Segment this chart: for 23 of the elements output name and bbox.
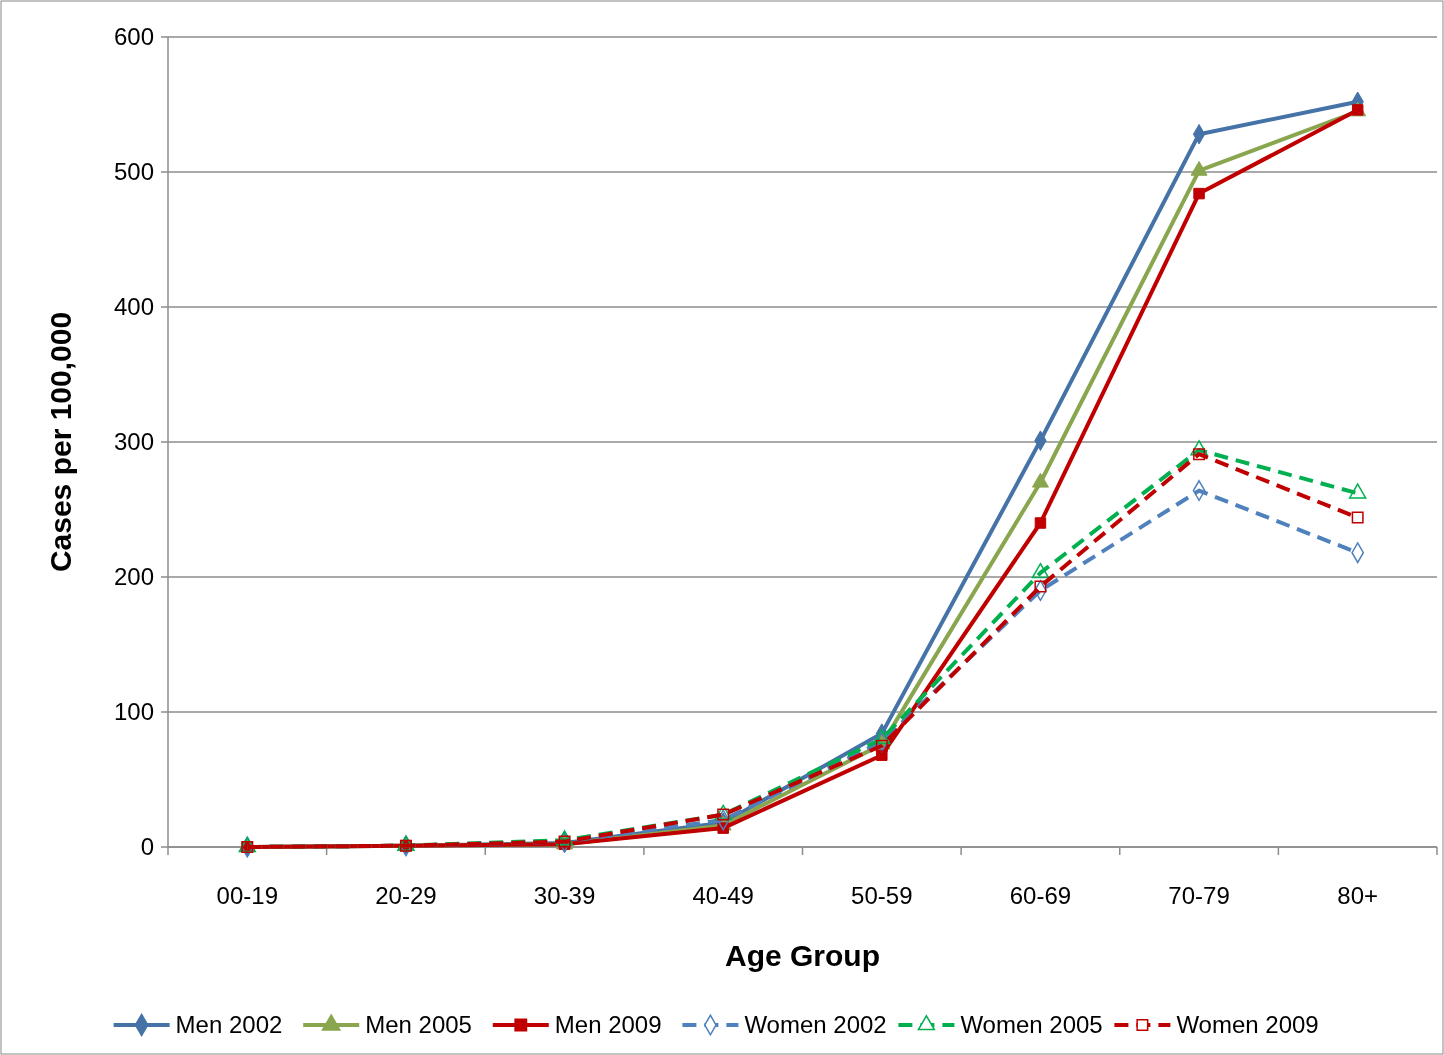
x-tick-label: 20-29 <box>375 882 437 910</box>
legend-label: Men 2005 <box>365 1011 472 1039</box>
y-tick-label: 600 <box>113 23 154 51</box>
x-tick-label: 70-79 <box>1168 882 1230 910</box>
x-tick-label: 30-39 <box>533 882 596 910</box>
legend-label: Women 2009 <box>1176 1011 1319 1039</box>
y-axis-title: Cases per 100,000 <box>43 311 77 573</box>
y-tick-label: 400 <box>113 293 154 321</box>
x-tick-label: 50-59 <box>851 882 913 910</box>
x-tick-label: 00-19 <box>216 882 279 910</box>
y-tick-label: 100 <box>113 698 154 726</box>
y-tick-label: 0 <box>140 833 154 861</box>
x-tick-label: 60-69 <box>1009 882 1072 910</box>
legend-label: Women 2005 <box>960 1011 1103 1039</box>
legend-label: Women 2002 <box>744 1011 887 1039</box>
x-axis-title: Age Group <box>725 938 880 972</box>
x-tick-label: 80+ <box>1337 882 1379 910</box>
y-tick-label: 300 <box>113 428 154 456</box>
legend-label: Men 2002 <box>175 1011 283 1039</box>
x-tick-label: 40-49 <box>692 882 754 910</box>
legend-label: Men 2009 <box>554 1011 662 1039</box>
y-tick-label: 200 <box>113 563 154 591</box>
y-tick-label: 500 <box>113 158 154 186</box>
